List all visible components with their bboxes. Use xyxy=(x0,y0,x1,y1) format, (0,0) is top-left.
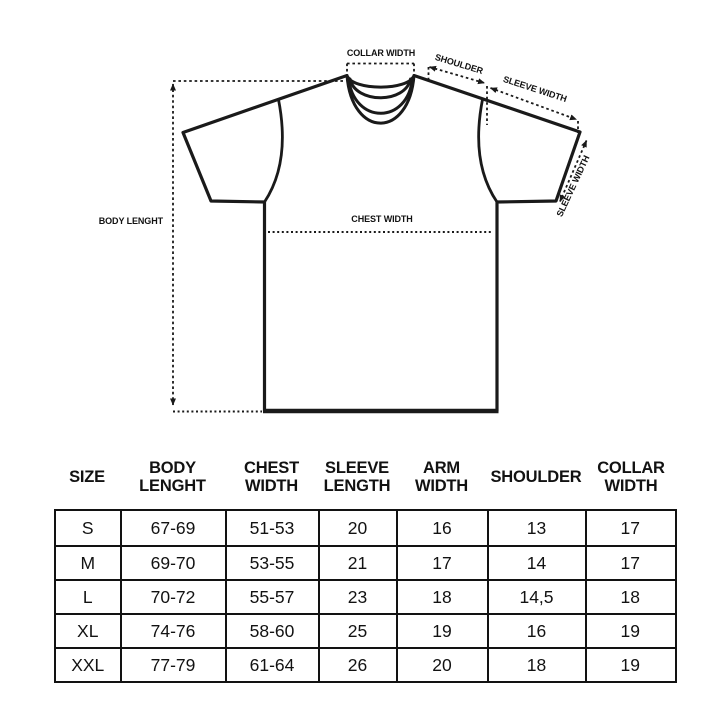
tshirt-diagram xyxy=(170,62,588,414)
cell-arm-width: 20 xyxy=(395,649,487,681)
right-armhole-seam xyxy=(477,99,499,203)
left-armhole-seam xyxy=(263,99,284,203)
cell-sleeve-length: 25 xyxy=(317,615,396,647)
cell-sleeve-length: 20 xyxy=(317,511,396,545)
cell-body-length: 67-69 xyxy=(119,511,225,545)
cell-size: L xyxy=(82,586,93,607)
header-cell-sleeve-length: SLEEVE LENGTH xyxy=(323,458,391,495)
table-row-xxl: XXL 77-79 61-64 26 20 18 19 xyxy=(56,647,675,681)
size-table-body: S 67-69 51-53 20 16 13 17 M 69-70 53-55 … xyxy=(54,509,677,683)
cell-arm-width: 16 xyxy=(395,511,487,545)
header-cell-chest-width: CHEST WIDTH xyxy=(244,458,299,495)
cell-chest-width: 53-55 xyxy=(224,547,318,579)
collar xyxy=(345,74,416,125)
cell-collar-width: 17 xyxy=(584,547,675,579)
cell-shoulder: 14,5 xyxy=(486,581,585,613)
cell-size: S xyxy=(81,517,94,538)
table-row-s: S 67-69 51-53 20 16 13 17 xyxy=(56,511,675,545)
table-row-l: L 70-72 55-57 23 18 14,5 18 xyxy=(56,579,675,613)
cell-size: XL xyxy=(77,620,99,641)
cell-shoulder: 14 xyxy=(486,547,585,579)
size-table-header: SIZE BODY LENGHT CHEST WIDTH SLEEVE LENGTH … xyxy=(54,444,677,509)
cell-shoulder: 13 xyxy=(486,511,585,545)
size-table: SIZE BODY LENGHT CHEST WIDTH SLEEVE LENGTH … xyxy=(54,444,677,683)
cell-arm-width: 17 xyxy=(395,547,487,579)
header-cell-arm-width: ARM WIDTH xyxy=(414,458,469,495)
cell-chest-width: 55-57 xyxy=(224,581,318,613)
cell-collar-width: 19 xyxy=(584,615,675,647)
cell-sleeve-length: 26 xyxy=(317,649,396,681)
cell-shoulder: 18 xyxy=(486,649,585,681)
table-row-m: M 69-70 53-55 21 17 14 17 xyxy=(56,545,675,579)
cell-collar-width: 18 xyxy=(584,581,675,613)
cell-body-length: 70-72 xyxy=(119,581,225,613)
cell-shoulder: 16 xyxy=(486,615,585,647)
cell-body-length: 77-79 xyxy=(119,649,225,681)
header-cell-body-length: BODY LENGHT xyxy=(139,458,206,495)
cell-chest-width: 58-60 xyxy=(224,615,318,647)
cell-size: XXL xyxy=(71,654,105,675)
measure-lines xyxy=(170,62,588,413)
tshirt-outline xyxy=(181,73,582,413)
cell-sleeve-length: 21 xyxy=(317,547,396,579)
header-cell-collar-width: COLLAR WIDTH xyxy=(597,458,665,495)
cell-chest-width: 51-53 xyxy=(224,511,318,545)
table-row-xl: XL 74-76 58-60 25 19 16 19 xyxy=(56,613,675,647)
cell-body-length: 74-76 xyxy=(119,615,225,647)
cell-collar-width: 19 xyxy=(584,649,675,681)
body-length-label: BODY LENGHT xyxy=(98,216,163,226)
collar-width-label: COLLAR WIDTH xyxy=(346,48,416,58)
sleeve-opening-line xyxy=(559,140,588,202)
cell-chest-width: 61-64 xyxy=(224,649,318,681)
cell-body-length: 69-70 xyxy=(119,547,225,579)
sleeve-width-line xyxy=(490,87,577,121)
cell-collar-width: 17 xyxy=(584,511,675,545)
cell-arm-width: 18 xyxy=(395,581,487,613)
chest-width-label: CHEST WIDTH xyxy=(351,214,413,224)
cell-arm-width: 19 xyxy=(395,615,487,647)
header-cell-shoulder: SHOULDER xyxy=(490,467,582,486)
header-cell-size: SIZE xyxy=(69,467,105,486)
cell-sleeve-length: 23 xyxy=(317,581,396,613)
shoulder-line xyxy=(429,65,485,85)
cell-size: M xyxy=(80,552,96,573)
